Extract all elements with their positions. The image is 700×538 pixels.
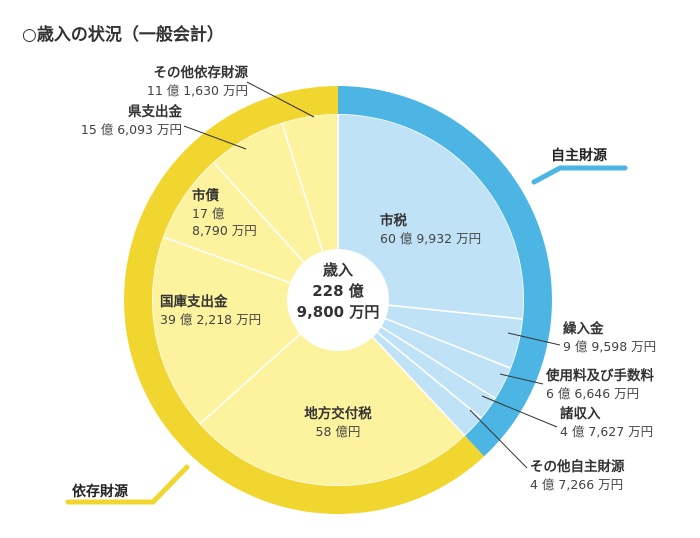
slice-label-7: 市債 bbox=[192, 187, 219, 204]
slice-value-7: 17 億 bbox=[192, 206, 225, 221]
slice-label-6: 国庫支出金 bbox=[160, 293, 228, 310]
slice-value-6: 39 億 2,218 万円 bbox=[160, 312, 261, 327]
slice-label-1: 繰入金 bbox=[563, 320, 604, 337]
slice-label-5: 地方交付税 bbox=[304, 405, 372, 422]
outer-ring-group bbox=[123, 86, 552, 515]
leader-3 bbox=[481, 395, 558, 428]
slice-label-9: その他依存財源 bbox=[154, 64, 249, 81]
slice-label-2: 使用料及び手数料 bbox=[545, 367, 654, 384]
group-label-own: 自主財源 bbox=[551, 147, 607, 164]
group-line-own bbox=[531, 165, 628, 185]
slice-label-3: 諸収入 bbox=[560, 405, 601, 422]
group-label-dep: 依存財源 bbox=[72, 483, 128, 500]
slice-value-7-cont: 8,790 万円 bbox=[192, 223, 257, 238]
slice-7 bbox=[162, 160, 339, 301]
slice-value-1: 9 億 9,598 万円 bbox=[563, 339, 656, 354]
leader-8 bbox=[183, 125, 247, 150]
ring-dep bbox=[123, 86, 485, 515]
slice-value-5: 58 億円 bbox=[316, 424, 361, 439]
center-label-1: 歳入 bbox=[323, 261, 353, 279]
chart-title: ○歳入の状況（一般会計） bbox=[22, 24, 224, 45]
ring-own bbox=[338, 86, 552, 457]
group-line-dep bbox=[65, 464, 190, 505]
slice-value-0: 60 億 9,932 万円 bbox=[380, 231, 481, 246]
center-hole bbox=[287, 249, 389, 351]
leader-1 bbox=[507, 332, 561, 346]
center-label-3: 9,800 万円 bbox=[297, 303, 380, 321]
slice-5 bbox=[198, 298, 467, 487]
leader-9 bbox=[246, 81, 315, 118]
slice-value-4: 4 億 7,266 万円 bbox=[530, 477, 623, 492]
leader-lines bbox=[183, 81, 561, 469]
slice-label-8: 県支出金 bbox=[128, 103, 182, 120]
slice-value-3: 4 億 7,627 万円 bbox=[560, 424, 653, 439]
leader-4 bbox=[469, 409, 528, 469]
center-label-2: 228 億 bbox=[312, 282, 364, 300]
slice-label-0: 市税 bbox=[380, 212, 407, 229]
slice-value-8: 15 億 6,093 万円 bbox=[81, 122, 182, 137]
slice-value-9: 11 億 1,630 万円 bbox=[147, 83, 248, 98]
leader-2 bbox=[499, 373, 544, 385]
slice-value-2: 6 億 6,646 万円 bbox=[546, 386, 639, 401]
slice-label-4: その他自主財源 bbox=[530, 458, 625, 475]
